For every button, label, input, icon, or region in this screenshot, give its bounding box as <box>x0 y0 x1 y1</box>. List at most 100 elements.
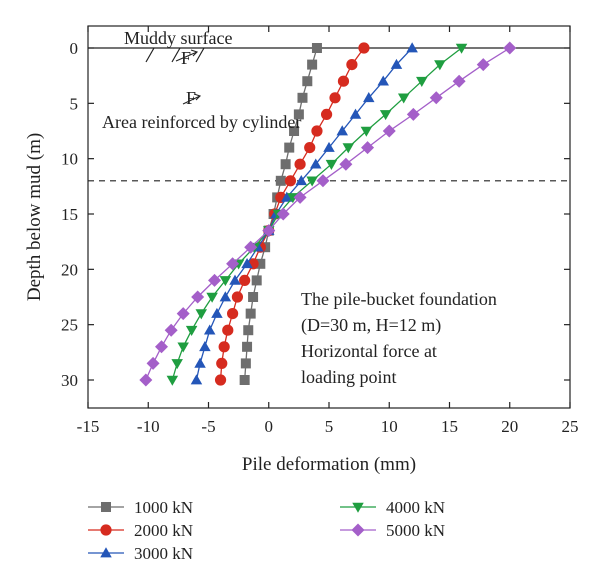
data-point <box>177 342 189 353</box>
data-point <box>239 274 251 286</box>
info-line-1: The pile-bucket foundation <box>301 289 497 309</box>
x-tick-label: 10 <box>381 417 398 436</box>
data-point <box>336 125 349 136</box>
data-point <box>406 42 418 53</box>
legend-marker <box>101 502 111 512</box>
data-point <box>203 324 216 335</box>
data-point <box>346 59 358 71</box>
legend-entry: 2000 kN <box>88 521 193 540</box>
data-point <box>251 275 262 286</box>
legend-label: 4000 kN <box>386 498 445 517</box>
y-axis-title: Depth below mud (m) <box>24 133 45 301</box>
data-point <box>248 292 259 302</box>
x-tick-label: 0 <box>265 417 274 436</box>
legend-entry: 1000 kN <box>88 498 193 517</box>
data-point <box>176 307 190 321</box>
data-point <box>219 291 232 302</box>
data-point <box>293 109 304 120</box>
y-tick-label: 10 <box>61 150 78 169</box>
hatch-mark <box>171 47 181 63</box>
data-point <box>293 190 307 204</box>
data-point <box>295 175 308 186</box>
data-point <box>452 74 466 88</box>
data-point <box>304 142 316 154</box>
data-point <box>503 41 517 55</box>
x-tick-label: 15 <box>441 417 458 436</box>
data-point <box>139 373 153 387</box>
x-tick-label: -15 <box>77 417 100 436</box>
data-point <box>342 143 355 154</box>
data-point <box>185 325 198 336</box>
x-tick-label: 20 <box>501 417 518 436</box>
data-point <box>281 191 293 202</box>
data-point <box>275 175 286 186</box>
data-point <box>349 108 362 119</box>
data-point <box>229 274 241 285</box>
x-axis-title: Pile deformation (mm) <box>242 454 416 475</box>
data-point <box>155 340 169 354</box>
legend-label: 5000 kN <box>386 521 445 540</box>
data-point <box>166 375 179 386</box>
series-layer <box>139 41 517 387</box>
hatch-mark <box>145 47 155 63</box>
data-point <box>434 60 446 71</box>
data-point <box>429 91 443 105</box>
data-point <box>245 308 256 319</box>
data-point <box>219 276 232 287</box>
data-point <box>311 43 322 53</box>
data-point <box>397 93 410 104</box>
data-point <box>199 341 211 352</box>
legend-marker <box>100 547 112 558</box>
data-point <box>323 141 335 152</box>
data-point <box>214 374 227 386</box>
legend-entry: 4000 kN <box>340 498 445 517</box>
data-point <box>164 323 178 337</box>
data-point <box>190 374 203 385</box>
y-tick-label: 30 <box>61 371 78 390</box>
data-point <box>390 58 403 69</box>
legend-marker <box>352 502 364 513</box>
data-point <box>284 175 297 187</box>
x-tick-label: 25 <box>562 417 579 436</box>
legend-marker <box>100 524 112 536</box>
data-point <box>302 76 313 87</box>
data-point <box>222 324 234 336</box>
data-point <box>379 110 392 121</box>
data-point <box>363 92 375 103</box>
data-point <box>476 58 490 72</box>
info-line-4: loading point <box>301 367 397 387</box>
data-point <box>208 273 222 287</box>
y-tick-label: 15 <box>61 205 78 224</box>
data-point <box>297 92 308 103</box>
data-point <box>329 92 341 104</box>
data-point <box>325 159 338 170</box>
data-point <box>377 75 389 86</box>
force-arrow-shaft <box>182 95 201 105</box>
data-point <box>171 359 183 370</box>
data-point <box>382 124 396 138</box>
data-point <box>191 290 205 304</box>
data-point <box>406 107 420 121</box>
data-point <box>216 357 228 369</box>
data-point <box>306 176 318 187</box>
data-point <box>226 257 240 271</box>
data-point <box>311 125 323 137</box>
y-tick-label: 20 <box>61 260 78 279</box>
legend-label: 2000 kN <box>134 521 193 540</box>
y-tick-label: 5 <box>70 94 79 113</box>
x-tick-label: -5 <box>201 417 215 436</box>
info-line-3: Horizontal force at <box>301 341 437 361</box>
legend-entry: 5000 kN <box>340 521 445 540</box>
legend-label: 3000 kN <box>134 544 193 563</box>
x-tick-label: 5 <box>325 417 334 436</box>
data-point <box>276 207 290 221</box>
data-point <box>211 307 223 318</box>
data-point <box>255 258 266 269</box>
data-point <box>195 309 208 320</box>
legend: 1000 kN 2000 kN 3000 kN 4000 kN 5000 kN <box>88 498 445 563</box>
data-point <box>309 158 322 169</box>
data-point <box>241 258 253 269</box>
data-point <box>284 142 295 153</box>
force-label-1: F <box>181 48 191 68</box>
data-point <box>416 76 428 87</box>
